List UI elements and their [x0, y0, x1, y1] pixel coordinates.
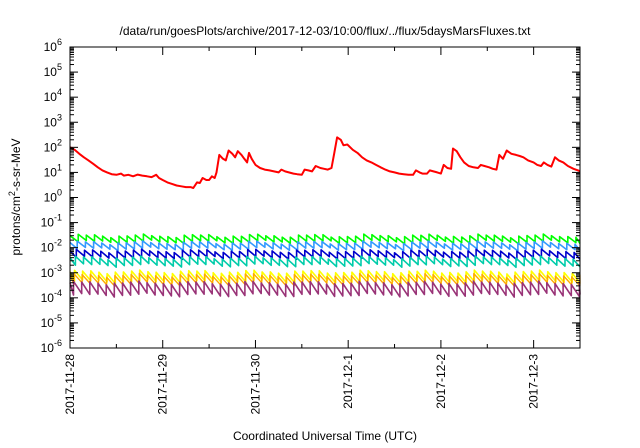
y-tick-base: 10	[41, 241, 55, 255]
series-line-4	[69, 255, 581, 269]
y-tick-base: 10	[41, 216, 55, 230]
y-tick-base: 10	[41, 316, 55, 330]
y-tick-label: 105	[44, 62, 62, 79]
x-tick-label: 2017-11-29	[156, 354, 170, 415]
series-line-0	[69, 136, 581, 189]
y-tick-label: 10-4	[41, 288, 62, 305]
y-tick-base: 10	[44, 165, 58, 179]
series-line-1	[69, 233, 581, 245]
x-tick-label: 2017-11-28	[63, 354, 77, 415]
y-axis-label: protons/cm2-s-sr-MeV	[7, 138, 23, 255]
y-tick-base: 10	[41, 266, 55, 280]
y-tick-base: 10	[44, 140, 58, 154]
y-tick-base: 10	[41, 341, 55, 355]
series-layer	[69, 136, 581, 298]
y-tick-label: 100	[44, 188, 62, 205]
chart-title: /data/run/goesPlots/archive/2017-12-03/1…	[120, 24, 532, 38]
y-tick-base: 10	[44, 65, 58, 79]
y-tick-label: 10-5	[41, 313, 62, 330]
y-tick-exp: 1	[57, 162, 62, 172]
y-tick-base: 10	[44, 191, 58, 205]
x-tick-label: 2017-12-1	[341, 354, 355, 409]
x-tick-label: 2017-12-3	[527, 354, 541, 409]
y-tick-base: 10	[44, 40, 58, 54]
ticks-layer: 10-610-510-410-310-210-11001011021031041…	[41, 37, 580, 415]
y-tick-exp: 3	[57, 112, 62, 122]
series-line-5	[69, 269, 581, 285]
y-tick-base: 10	[44, 115, 58, 129]
y-tick-exp: -3	[54, 263, 62, 273]
y-tick-label: 102	[44, 137, 62, 154]
y-tick-label: 10-6	[41, 338, 62, 355]
y-tick-exp: -1	[54, 213, 62, 223]
y-axis-label-main: protons/cm	[9, 196, 23, 255]
y-tick-exp: -2	[54, 238, 62, 248]
y-tick-label: 10-3	[41, 263, 62, 280]
y-tick-exp: 2	[57, 137, 62, 147]
y-tick-base: 10	[44, 90, 58, 104]
series-line-7	[69, 280, 581, 298]
y-tick-base: 10	[41, 291, 55, 305]
y-tick-exp: -4	[54, 288, 62, 298]
series-line-2	[69, 240, 581, 252]
y-tick-label: 101	[44, 162, 62, 179]
y-tick-exp: -6	[54, 338, 62, 348]
y-axis-label-rest: -s-sr-MeV	[9, 138, 23, 191]
y-tick-exp: 4	[57, 87, 62, 97]
x-tick-label: 2017-11-30	[248, 354, 262, 415]
y-tick-exp: 0	[57, 188, 62, 198]
x-tick-label: 2017-12-2	[434, 354, 448, 409]
y-tick-label: 104	[44, 87, 62, 104]
y-tick-label: 10-1	[41, 213, 62, 230]
y-tick-exp: 5	[57, 62, 62, 72]
y-tick-exp: 6	[57, 37, 62, 47]
y-tick-exp: -5	[54, 313, 62, 323]
y-tick-label: 103	[44, 112, 62, 129]
y-tick-label: 106	[44, 37, 62, 54]
x-axis-label: Coordinated Universal Time (UTC)	[233, 429, 417, 443]
series-line-3	[69, 248, 581, 261]
y-axis-label-exp: 2	[7, 191, 17, 196]
y-tick-label: 10-2	[41, 238, 62, 255]
plot-frame	[69, 46, 581, 349]
